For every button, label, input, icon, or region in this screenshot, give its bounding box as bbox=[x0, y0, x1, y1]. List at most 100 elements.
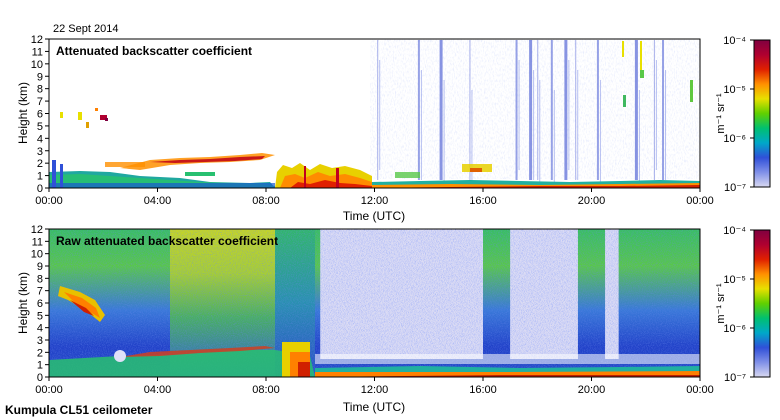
y-tick-label: 11 bbox=[32, 46, 43, 58]
x-tick-label: 16:00 bbox=[469, 195, 497, 207]
x-tick-label: 16:00 bbox=[469, 384, 497, 396]
y-tick-label: 2 bbox=[37, 347, 43, 359]
panel2-heatmap bbox=[49, 229, 700, 377]
panel-attenuated-backscatter: Attenuated backscatter coefficient 01234… bbox=[16, 34, 714, 223]
y-tick-label: 1 bbox=[37, 171, 43, 183]
y-tick-label: 8 bbox=[37, 84, 43, 96]
y-tick-label: 6 bbox=[37, 109, 43, 121]
x-tick-label: 04:00 bbox=[144, 384, 172, 396]
echo-column bbox=[417, 40, 420, 180]
low-noise-speckle bbox=[320, 229, 483, 359]
echo-column bbox=[596, 40, 599, 180]
echo-column bbox=[420, 70, 422, 180]
y-tick-label: 5 bbox=[37, 121, 43, 133]
echo-column bbox=[515, 40, 518, 180]
y-tick-label: 4 bbox=[37, 133, 43, 145]
footer-instrument-label: Kumpula CL51 ceilometer bbox=[5, 403, 153, 417]
panel1-heatmap bbox=[49, 39, 700, 188]
echo-column bbox=[653, 40, 655, 180]
date-label: 22 Sept 2014 bbox=[53, 23, 118, 35]
panel-raw-attenuated-backscatter: Raw attenuated backscatter coefficient 0… bbox=[16, 224, 714, 414]
echo-column bbox=[662, 40, 665, 180]
colorbar-tick-label: 10⁻⁵ bbox=[723, 84, 746, 96]
panel2-colorbar: 10⁻⁷ 10⁻⁶ 10⁻⁵ 10⁻⁴ m⁻¹ sr⁻¹ bbox=[715, 225, 771, 384]
panel2-title: Raw attenuated backscatter coefficient bbox=[56, 234, 278, 248]
y-tick-label: 3 bbox=[37, 146, 43, 158]
colorbar-unit-label: m⁻¹ sr⁻¹ bbox=[715, 93, 727, 134]
panel2-y-label: Height (km) bbox=[16, 272, 30, 334]
panel1-x-axis: 00:00 04:00 08:00 12:00 16:00 20:00 00:00 bbox=[35, 188, 714, 207]
panel2-low-noise-regions bbox=[320, 229, 619, 359]
panel1-colorbar: 10⁻⁷ 10⁻⁶ 10⁻⁵ 10⁻⁴ m⁻¹ sr⁻¹ bbox=[715, 35, 771, 194]
y-tick-label: 10 bbox=[31, 59, 43, 71]
echo-column bbox=[634, 40, 638, 180]
echo-column bbox=[533, 70, 535, 180]
low-noise-speckle bbox=[510, 229, 578, 359]
y-tick-label: 10 bbox=[31, 249, 43, 261]
x-tick-label: 04:00 bbox=[144, 195, 172, 207]
colorbar-tick-label: 10⁻⁷ bbox=[724, 372, 746, 384]
x-tick-label: 00:00 bbox=[35, 195, 63, 207]
echo-column bbox=[379, 60, 381, 170]
y-tick-label: 12 bbox=[31, 224, 43, 236]
panel1-high-echo-columns bbox=[377, 40, 667, 188]
panel2-x-axis: 00:00 04:00 08:00 12:00 16:00 20:00 00:00 bbox=[35, 377, 714, 396]
echo-column bbox=[539, 80, 541, 188]
x-tick-label: 08:00 bbox=[252, 195, 280, 207]
x-tick-label: 00:00 bbox=[35, 384, 63, 396]
low-noise-speckle bbox=[605, 229, 619, 359]
x-tick-label: 08:00 bbox=[252, 384, 280, 396]
y-tick-label: 6 bbox=[37, 298, 43, 310]
echo-column bbox=[655, 60, 657, 170]
y-tick-label: 4 bbox=[37, 323, 43, 335]
panel1-title: Attenuated backscatter coefficient bbox=[56, 44, 252, 58]
panel1-x-label: Time (UTC) bbox=[343, 209, 405, 223]
echo-column bbox=[599, 80, 601, 188]
panel1-elevated-aerosol bbox=[100, 115, 107, 120]
x-tick-label: 00:00 bbox=[686, 195, 714, 207]
echo-column bbox=[568, 60, 570, 170]
x-tick-label: 12:00 bbox=[361, 384, 389, 396]
echo-column bbox=[443, 80, 445, 188]
y-tick-label: 3 bbox=[37, 335, 43, 347]
y-tick-label: 5 bbox=[37, 310, 43, 322]
y-tick-label: 1 bbox=[37, 360, 43, 372]
y-tick-label: 0 bbox=[37, 372, 43, 384]
colorbar-scale bbox=[753, 39, 771, 188]
y-tick-label: 2 bbox=[37, 158, 43, 170]
echo-column bbox=[529, 40, 533, 180]
y-tick-label: 9 bbox=[37, 261, 43, 273]
y-tick-label: 12 bbox=[31, 34, 43, 46]
echo-column bbox=[638, 90, 640, 188]
y-tick-label: 7 bbox=[37, 286, 43, 298]
x-tick-label: 20:00 bbox=[578, 384, 606, 396]
echo-column bbox=[469, 40, 471, 180]
echo-column bbox=[439, 40, 443, 180]
x-tick-label: 20:00 bbox=[578, 195, 606, 207]
echo-column bbox=[575, 40, 577, 180]
y-tick-label: 11 bbox=[32, 236, 43, 248]
y-tick-label: 7 bbox=[37, 96, 43, 108]
colorbar-unit-label: m⁻¹ sr⁻¹ bbox=[715, 283, 727, 324]
echo-column bbox=[471, 90, 473, 188]
panel2-x-label: Time (UTC) bbox=[343, 400, 405, 414]
colorbar-tick-label: 10⁻⁷ bbox=[724, 182, 746, 194]
echo-column bbox=[377, 40, 379, 180]
x-tick-label: 12:00 bbox=[361, 195, 389, 207]
echo-column bbox=[518, 60, 520, 170]
echo-column bbox=[553, 90, 555, 188]
y-tick-label: 9 bbox=[37, 71, 43, 83]
y-tick-label: 8 bbox=[37, 273, 43, 285]
colorbar-scale bbox=[753, 229, 771, 378]
echo-column bbox=[537, 40, 539, 180]
colorbar-tick-label: 10⁻⁵ bbox=[723, 274, 746, 286]
colorbar-tick-label: 10⁻⁶ bbox=[723, 133, 746, 145]
echo-column bbox=[665, 70, 667, 180]
echo-column bbox=[550, 40, 553, 180]
x-tick-label: 00:00 bbox=[686, 384, 714, 396]
panel1-y-label: Height (km) bbox=[16, 82, 30, 144]
colorbar-tick-label: 10⁻⁶ bbox=[723, 323, 746, 335]
